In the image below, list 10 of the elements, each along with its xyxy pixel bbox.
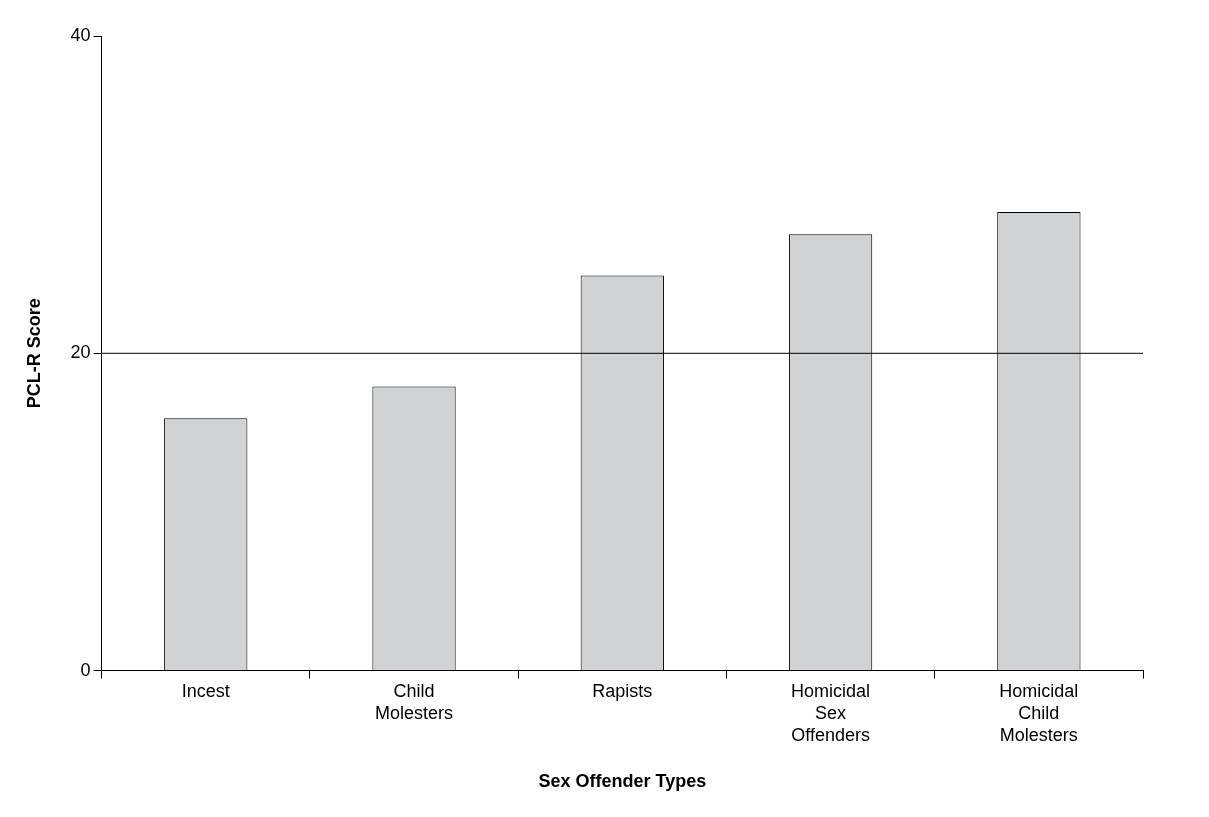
x-tick-label: Homicidal Child Molesters xyxy=(999,681,1079,745)
y-axis-title: PCL-R Score xyxy=(23,298,44,409)
x-tick-label: Child Molesters xyxy=(375,681,454,723)
y-tick-label: 0 xyxy=(80,659,91,680)
x-tick-label: Homicidal Sex Offenders xyxy=(791,681,871,745)
x-tick-label: Rapists xyxy=(592,681,653,702)
x-axis-title: Sex Offender Types xyxy=(538,771,707,792)
y-tick-label: 20 xyxy=(70,342,91,363)
y-tick-label: 40 xyxy=(70,24,91,45)
x-tick-label: Incest xyxy=(181,681,230,702)
